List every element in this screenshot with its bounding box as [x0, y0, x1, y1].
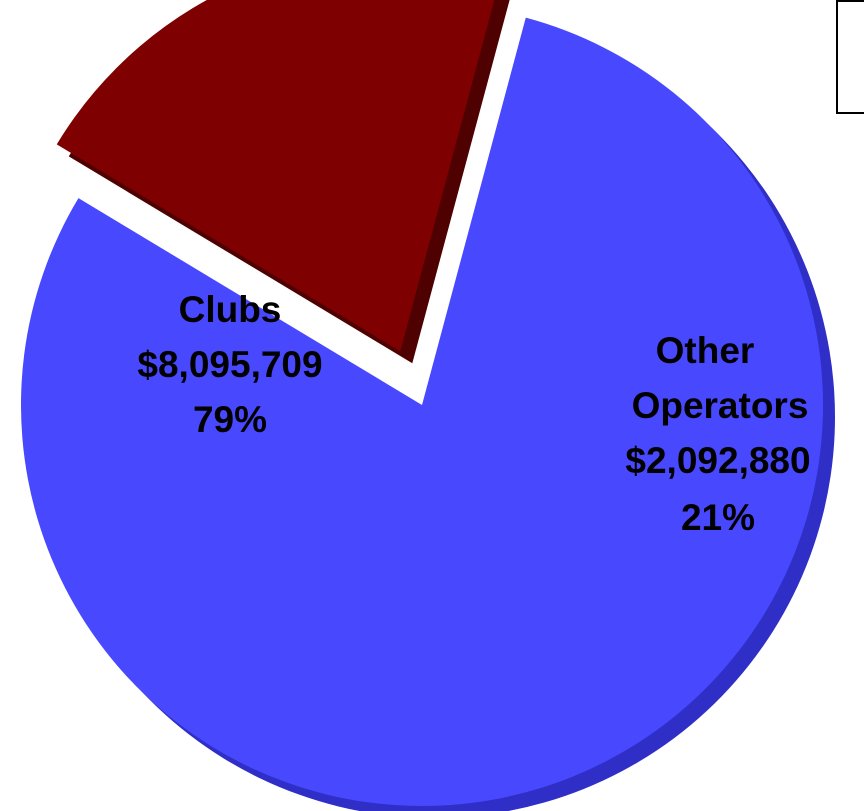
other-operators-name-line1: Other [656, 330, 755, 371]
other-operators-value-label: $2,092,880 [625, 440, 810, 481]
clubs-name-label: Clubs [179, 289, 282, 330]
pie-slice-other-operators [56, 0, 495, 352]
other-operators-percent-label: 21% [681, 497, 755, 538]
pie-slice-clubs [20, 17, 823, 806]
clubs-percent-label: 79% [193, 399, 267, 440]
other-operators-name-line2: Operators [632, 385, 809, 426]
clubs-value-label: $8,095,709 [137, 344, 322, 385]
legend-box [836, 0, 864, 114]
